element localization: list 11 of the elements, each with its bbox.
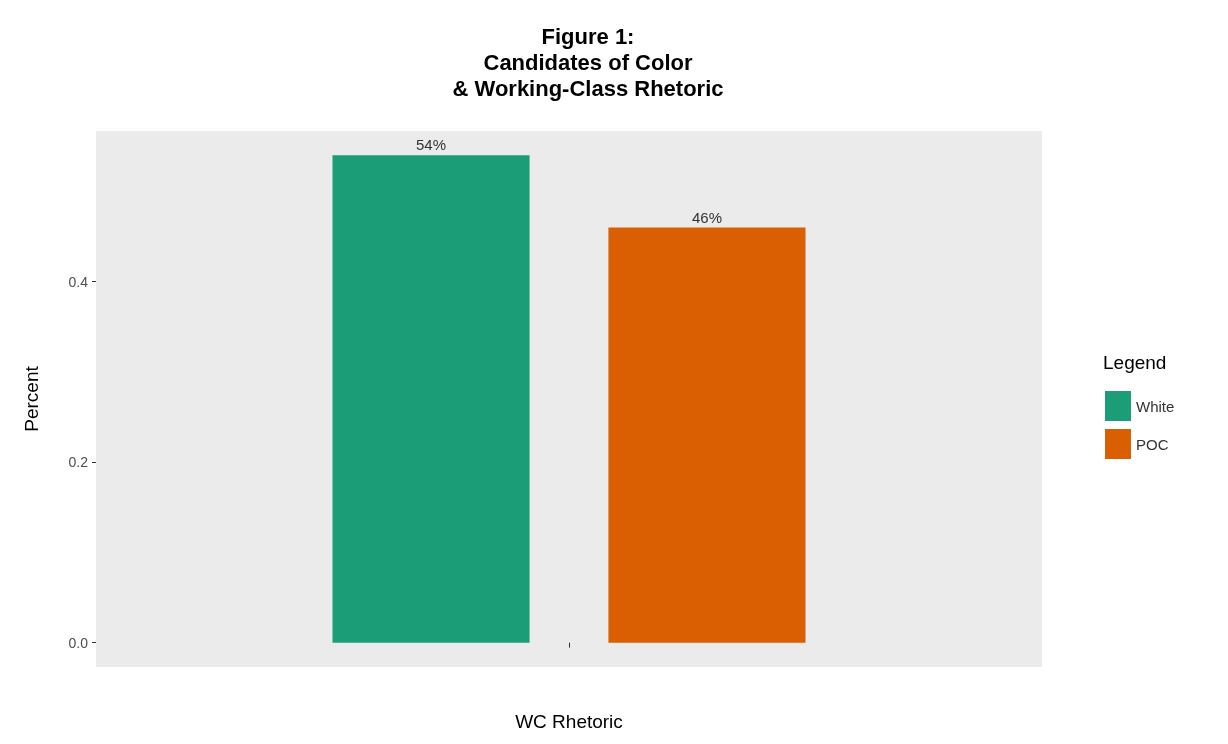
legend-label: White [1136,397,1175,415]
legend-title: Legend [1103,352,1167,373]
y-tick-label: 0.4 [68,273,89,290]
chart-title: Figure 1: Candidates of Color & Working-Class Rhetoric [452,23,724,101]
legend-label: POC [1136,435,1169,453]
y-tick-label: 0.0 [68,634,89,651]
data-label: 54% [416,136,447,154]
x-axis-title: WC Rhetoric [515,711,623,732]
y-axis-title: Percent [21,365,42,432]
y-tick-label: 0.2 [68,454,89,471]
data-label: 46% [691,208,722,226]
